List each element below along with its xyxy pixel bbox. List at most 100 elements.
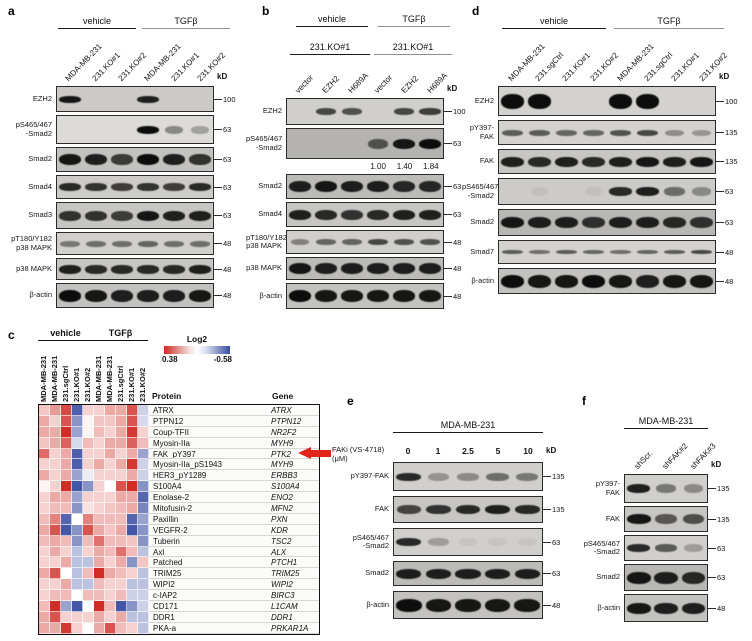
heatmap-cell bbox=[72, 601, 83, 612]
gene-name: PTK2 bbox=[269, 448, 319, 460]
colorbar-title: Log2 bbox=[186, 334, 208, 344]
blot-actin bbox=[56, 283, 214, 308]
gene-name: ENO2 bbox=[269, 492, 319, 504]
heatmap-cell bbox=[138, 546, 149, 558]
mw-tick bbox=[716, 161, 724, 162]
mw-value: 135 bbox=[552, 472, 565, 481]
protein-band bbox=[609, 129, 632, 136]
blot-lane bbox=[607, 269, 634, 293]
mw-tick bbox=[444, 186, 452, 187]
blot-p38-mapk bbox=[56, 258, 214, 280]
protein-label-actin: β-actin bbox=[29, 290, 52, 300]
heatmap-cell bbox=[72, 459, 83, 471]
blot-lane bbox=[365, 284, 391, 308]
mw-value: 63 bbox=[453, 139, 462, 148]
heatmap-cell bbox=[127, 579, 138, 591]
heatmap-cell bbox=[105, 568, 116, 580]
gene-name: PTPN12 bbox=[269, 415, 319, 427]
protein-band bbox=[314, 290, 338, 302]
blot-lane bbox=[526, 241, 553, 263]
heatmap-cell bbox=[94, 535, 105, 547]
heatmap-row-trim25: TRIM25 TRIM25 bbox=[39, 568, 319, 580]
mw-marker: 63 bbox=[214, 155, 244, 164]
lane-label-h689a: H689A bbox=[346, 71, 371, 95]
gene-name: ERBB3 bbox=[269, 470, 319, 482]
heatmap-cell bbox=[116, 415, 127, 427]
heatmap-cell bbox=[61, 622, 72, 634]
mw-marker: 63 bbox=[543, 569, 569, 578]
protein-band bbox=[340, 263, 364, 274]
protein-band bbox=[392, 290, 416, 302]
colorbar-max-label: 0.38 bbox=[162, 355, 178, 364]
heatmap-cell bbox=[138, 590, 149, 602]
heatmap-cell bbox=[61, 546, 72, 558]
blot-ezh2 bbox=[498, 86, 716, 116]
treatment-label: FAKi (VS-4718) (μM) bbox=[332, 445, 385, 463]
heatmap-cell bbox=[127, 568, 138, 580]
gene-column-header: Gene bbox=[272, 391, 294, 401]
heatmap-cell bbox=[50, 437, 61, 449]
mw-tick bbox=[716, 100, 724, 102]
protein-band bbox=[583, 250, 604, 254]
heatmap-cell bbox=[83, 535, 94, 547]
blot-lane bbox=[313, 99, 339, 124]
blot-lane bbox=[394, 463, 424, 490]
heatmap-cell bbox=[116, 481, 127, 493]
blot-row-smad2: Smad2 63 bbox=[246, 174, 472, 199]
blot-lane bbox=[83, 259, 109, 279]
heatmap-cell bbox=[83, 546, 94, 558]
blot-lane bbox=[634, 150, 661, 173]
blot-row-smad2: Smad2 63 bbox=[582, 564, 752, 591]
mw-value: 100 bbox=[453, 107, 466, 116]
blot-lane bbox=[417, 203, 443, 226]
blot-lane bbox=[135, 203, 161, 228]
blot-ps465-467-smad2 bbox=[624, 535, 708, 561]
protein-band bbox=[488, 538, 507, 546]
heatmap-cell bbox=[61, 405, 72, 416]
mw-value: 63 bbox=[223, 211, 232, 220]
heatmap-cell bbox=[39, 601, 50, 612]
heatmap-row-myosin-iia-ps1943: Myosin-IIa_pS1943 MYH9 bbox=[39, 459, 319, 471]
blot-lane bbox=[499, 210, 526, 235]
blot-lane bbox=[83, 233, 109, 254]
protein-band bbox=[137, 264, 159, 274]
heatmap-cell bbox=[50, 481, 61, 493]
protein-band bbox=[554, 274, 579, 288]
blot-lane bbox=[526, 121, 553, 144]
blot-py397-fak bbox=[393, 462, 543, 491]
blot-lane bbox=[83, 176, 109, 198]
protein-name: Paxillin bbox=[149, 513, 269, 525]
condition-label-vehicle: vehicle bbox=[58, 16, 136, 29]
protein-band bbox=[608, 274, 633, 288]
blot-lane bbox=[688, 179, 715, 204]
blot-lane bbox=[287, 258, 313, 279]
protein-band bbox=[663, 217, 686, 228]
protein-band bbox=[366, 290, 390, 302]
condition-label-tgf: TGFβ bbox=[142, 16, 230, 29]
blot-lane bbox=[424, 497, 454, 522]
heatmap-cell bbox=[50, 415, 61, 427]
protein-label-pt180-y182-p38-mapk: pT180/Y182 p38 MAPK bbox=[246, 232, 287, 250]
blot-row-ezh2: EZH2 100 bbox=[6, 86, 248, 112]
blot-lane bbox=[417, 175, 443, 198]
blot-lane bbox=[394, 529, 424, 555]
protein-band bbox=[111, 264, 133, 274]
protein-band bbox=[654, 602, 678, 614]
blot-lane bbox=[512, 562, 542, 585]
blot-lane bbox=[57, 87, 83, 111]
heatmap-cell bbox=[127, 437, 138, 449]
protein-label-smad2: Smad2 bbox=[28, 154, 52, 164]
mw-value: 135 bbox=[552, 505, 565, 514]
heatmap-cell bbox=[116, 459, 127, 471]
blot-row-smad2: Smad2 63 bbox=[6, 147, 248, 172]
heatmap-cell bbox=[94, 513, 105, 525]
blot-lane bbox=[680, 475, 707, 502]
protein-band bbox=[396, 568, 422, 579]
heatmap-cell bbox=[72, 579, 83, 591]
protein-band bbox=[367, 209, 389, 220]
mw-marker: 48 bbox=[214, 291, 244, 300]
blot-lane bbox=[313, 175, 339, 198]
blot-lane bbox=[424, 562, 454, 585]
blot-py397-fak bbox=[498, 120, 716, 145]
protein-label-smad2: Smad2 bbox=[470, 217, 494, 227]
